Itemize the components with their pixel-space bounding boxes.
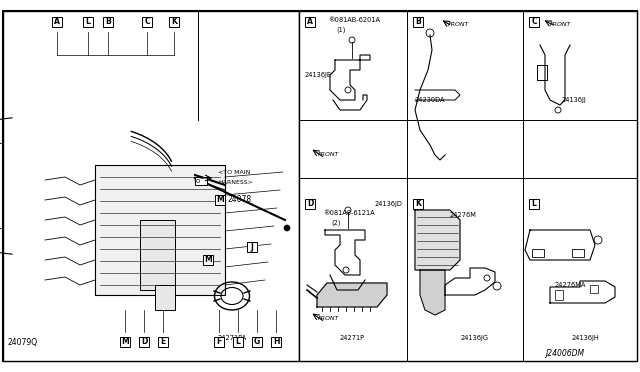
Bar — [305, 199, 315, 209]
Bar — [555, 290, 563, 300]
Text: FRONT: FRONT — [318, 315, 339, 321]
Text: (1): (1) — [336, 27, 346, 33]
Text: M: M — [121, 337, 129, 346]
Text: B: B — [105, 17, 111, 26]
Polygon shape — [317, 283, 387, 307]
Bar — [532, 249, 544, 257]
Text: L: L — [236, 337, 241, 346]
Text: K: K — [171, 17, 177, 26]
Bar — [3, 11, 299, 361]
Text: (2): (2) — [331, 220, 340, 226]
Text: D: D — [307, 199, 313, 208]
Text: A: A — [54, 17, 60, 26]
Bar — [83, 17, 93, 27]
Bar — [529, 17, 539, 27]
Text: C: C — [531, 17, 537, 26]
Text: 24136JE: 24136JE — [305, 72, 332, 78]
Text: H: H — [273, 337, 279, 346]
Bar — [95, 165, 225, 295]
Text: 24136JJ: 24136JJ — [562, 97, 587, 103]
Bar — [140, 220, 175, 290]
Bar — [169, 17, 179, 27]
Text: 24276M: 24276M — [450, 212, 477, 218]
Text: L: L — [86, 17, 90, 26]
Text: FRONT: FRONT — [448, 22, 469, 28]
Text: D: D — [141, 337, 147, 346]
Text: FRONT: FRONT — [318, 153, 339, 157]
Bar — [215, 195, 225, 205]
Bar — [233, 337, 243, 347]
Text: <TO MAIN: <TO MAIN — [218, 170, 250, 176]
Text: J24006DM: J24006DM — [545, 350, 584, 359]
Bar — [590, 285, 598, 293]
Text: 24079Q: 24079Q — [7, 337, 37, 346]
Text: C: C — [144, 17, 150, 26]
Bar — [413, 17, 423, 27]
Text: M: M — [216, 196, 224, 205]
Bar — [142, 17, 152, 27]
Bar — [155, 285, 175, 310]
Polygon shape — [415, 210, 460, 270]
Text: 24271P: 24271P — [339, 335, 365, 341]
Text: F: F — [216, 337, 221, 346]
Bar — [529, 199, 539, 209]
Text: E: E — [161, 337, 166, 346]
Bar — [572, 249, 584, 257]
Text: 24136JG: 24136JG — [461, 335, 489, 341]
Text: o: o — [196, 178, 200, 184]
Text: FRONT: FRONT — [550, 22, 572, 28]
Text: ®081A8-6121A: ®081A8-6121A — [323, 210, 374, 216]
Bar — [139, 337, 149, 347]
Text: 24078: 24078 — [228, 196, 252, 205]
Bar — [158, 337, 168, 347]
Bar — [247, 242, 257, 252]
Circle shape — [284, 225, 290, 231]
Bar — [413, 199, 423, 209]
Bar — [252, 337, 262, 347]
Bar — [305, 17, 315, 27]
Bar — [195, 177, 207, 185]
Text: G: G — [254, 337, 260, 346]
Bar — [52, 17, 62, 27]
Bar — [203, 255, 213, 265]
Text: J: J — [251, 243, 253, 251]
Bar — [120, 337, 130, 347]
Text: M: M — [204, 256, 212, 264]
Text: K: K — [415, 199, 421, 208]
Text: 24276MA: 24276MA — [555, 282, 586, 288]
Text: 24136JD: 24136JD — [375, 201, 403, 207]
Bar — [214, 337, 224, 347]
Text: L: L — [532, 199, 536, 208]
Text: A: A — [307, 17, 313, 26]
Text: HARNESS>: HARNESS> — [218, 180, 253, 186]
Text: B: B — [415, 17, 421, 26]
Text: 24136JH: 24136JH — [571, 335, 599, 341]
Text: 24230DA: 24230DA — [415, 97, 445, 103]
Polygon shape — [420, 270, 445, 315]
Bar — [103, 17, 113, 27]
Text: 24271PA: 24271PA — [218, 335, 246, 341]
Bar — [271, 337, 281, 347]
Text: ®081AB-6201A: ®081AB-6201A — [328, 17, 380, 23]
Bar — [299, 11, 637, 361]
